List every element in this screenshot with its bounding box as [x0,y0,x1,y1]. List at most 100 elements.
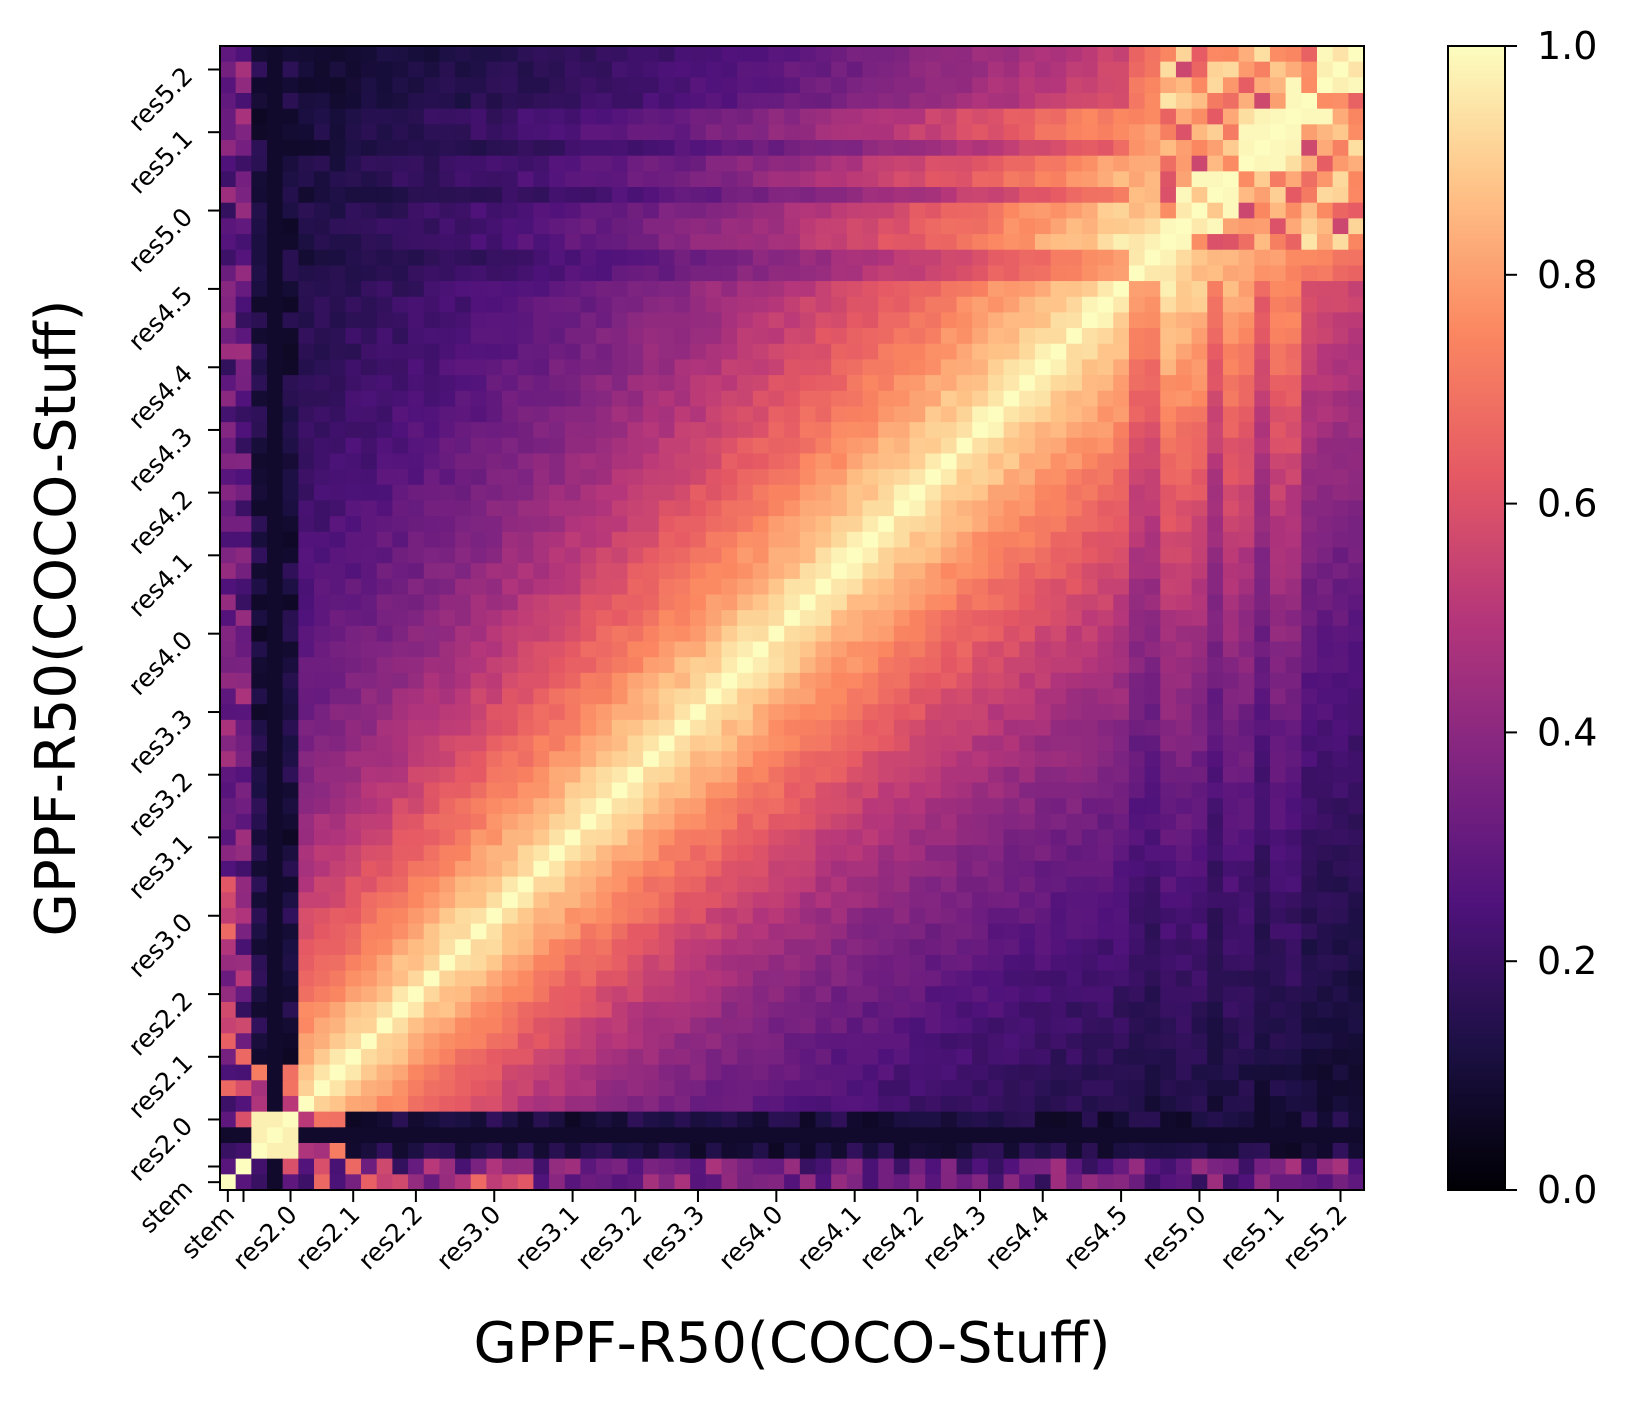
heatmap-cell [1081,531,1099,549]
heatmap-cell [267,578,284,596]
heatmap-cell [1066,657,1083,674]
heatmap-cell [533,155,550,172]
heatmap-cell [1332,93,1349,110]
heatmap-cell [549,1033,566,1050]
heatmap-cell [282,93,299,110]
heatmap-cell [423,406,440,423]
heatmap-cell [298,735,315,752]
heatmap-cell [940,390,958,408]
heatmap-cell [220,531,237,549]
heatmap-cell [768,265,785,282]
heatmap-cell [1003,155,1020,172]
heatmap-cell [564,469,582,486]
heatmap-cell [831,202,848,219]
heatmap-cell [596,735,613,752]
heatmap-cell [502,610,519,627]
heatmap-cell [439,500,456,517]
heatmap-cell [1081,516,1099,533]
heatmap-cell [925,907,942,925]
heatmap-cell [643,484,660,502]
heatmap-cell [1316,1064,1334,1081]
heatmap-cell [768,845,785,862]
heatmap-cell [1254,469,1271,486]
heatmap-cell [643,218,660,235]
heatmap-cell [768,735,785,752]
heatmap-cell [893,876,911,893]
heatmap-cell [674,672,691,690]
heatmap-cell [1034,782,1052,799]
heatmap-cell [987,1064,1005,1081]
heatmap-cell [392,500,409,517]
heatmap-cell [596,1017,613,1034]
heatmap-cell [1097,1080,1114,1097]
heatmap-cell [925,641,942,658]
heatmap-cell [1348,328,1365,345]
heatmap-cell [846,437,864,455]
heatmap-cell [1348,422,1365,439]
heatmap-cell [690,484,707,502]
heatmap-cell [658,610,676,627]
heatmap-cell [220,735,237,752]
heatmap-cell [1269,1080,1287,1097]
heatmap-cell [549,547,566,564]
heatmap-cell [486,265,503,282]
heatmap-cell [251,406,268,423]
heatmap-cell [1269,249,1287,266]
heatmap-cell [737,140,754,157]
heatmap-cell [972,876,989,893]
heatmap-cell [1301,171,1318,188]
heatmap-cell [643,1001,660,1019]
heatmap-cell [1285,578,1302,596]
heatmap-cell [282,1064,299,1081]
heatmap-cell [1238,484,1255,502]
heatmap-cell [486,563,503,580]
heatmap-cell [470,1095,488,1113]
heatmap-cell [643,813,660,831]
heatmap-cell [878,171,895,188]
heatmap-cell [1269,813,1287,831]
heatmap-cell [925,813,942,831]
heatmap-cell [1269,547,1287,564]
heatmap-cell [784,422,801,439]
heatmap-cell [502,249,519,266]
heatmap-cell [329,892,346,909]
heatmap-cell [1050,406,1067,423]
heatmap-cell [862,688,879,705]
heatmap-cell [408,704,425,721]
heatmap-cell [972,829,989,846]
heatmap-cell [408,719,425,737]
heatmap-cell [768,187,785,204]
heatmap-cell [1160,265,1177,282]
heatmap-cell [392,907,409,925]
heatmap-cell [580,735,597,752]
heatmap-cell [611,735,629,752]
heatmap-cell [862,46,879,63]
heatmap-cell [690,657,707,674]
heatmap-cell [1332,46,1349,63]
heatmap-cell [658,108,676,125]
heatmap-cell [345,375,362,392]
heatmap-cell [235,390,252,408]
heatmap-cell [1066,954,1083,972]
heatmap-cell [1175,1017,1193,1034]
heatmap-cell [658,1001,676,1019]
heatmap-cell [831,813,848,831]
heatmap-cell [455,610,472,627]
heatmap-cell [1301,798,1318,815]
heatmap-cell [251,719,268,737]
heatmap-cell [799,578,817,596]
heatmap-cell [627,923,644,940]
heatmap-cell [549,516,566,533]
heatmap-cell [329,672,346,690]
heatmap-cell [1034,986,1052,1003]
heatmap-cell [1097,563,1114,580]
heatmap-cell [737,798,754,815]
heatmap-cell [768,1017,785,1034]
heatmap-cell [1254,907,1271,925]
heatmap-cell [611,124,629,141]
heatmap-cell [1285,845,1302,862]
heatmap-cell [314,77,331,94]
heatmap-cell [1113,970,1130,987]
heatmap-cell [549,798,566,815]
heatmap-cell [909,1095,926,1113]
